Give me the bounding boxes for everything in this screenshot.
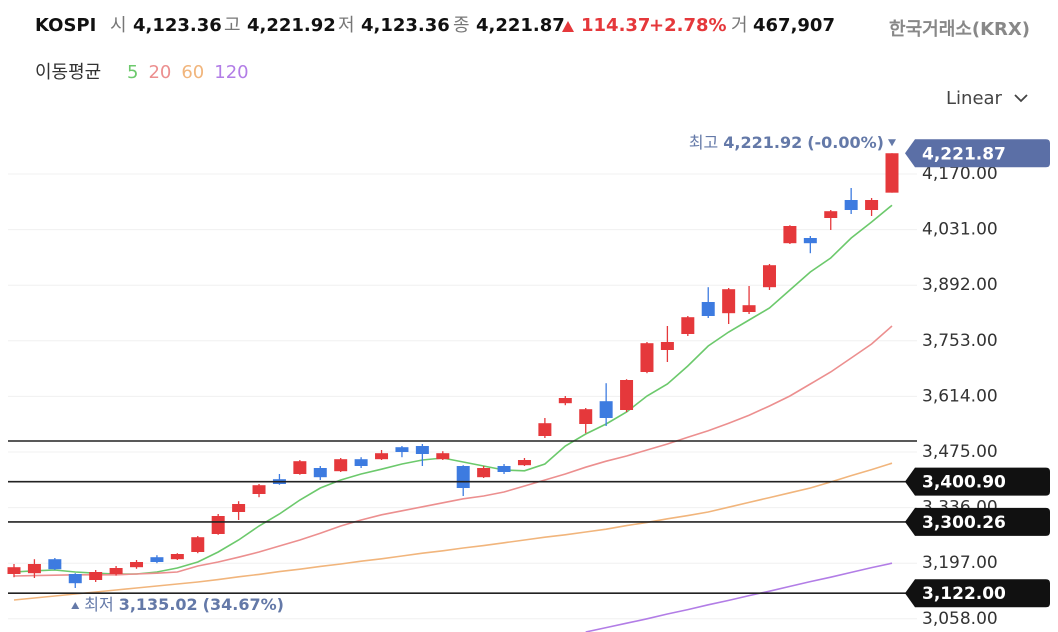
field-value: 4,123.36	[361, 15, 450, 36]
level-tag	[905, 467, 1050, 496]
candle-body	[803, 238, 817, 244]
candle-body	[89, 572, 103, 580]
high-annotation-part: 최고	[689, 133, 718, 152]
field-label: 저	[338, 15, 355, 36]
candle-body	[762, 265, 776, 288]
candle-body	[7, 567, 21, 574]
field-value: 4,221.92	[247, 15, 336, 36]
high-annotation-part: 4,221.92	[723, 133, 802, 152]
candle-body	[742, 305, 756, 312]
level-tag	[905, 507, 1050, 536]
y-tick-label: 4,031.00	[922, 220, 998, 240]
change: 114.37	[581, 15, 650, 36]
candle-body	[68, 574, 82, 584]
low-annotation-part: (34.67%)	[203, 594, 284, 613]
candle-body	[701, 302, 715, 316]
candle-body	[130, 562, 144, 568]
candle-body	[27, 564, 41, 574]
ma-line	[585, 562, 893, 632]
field-label: 고	[224, 15, 241, 36]
candle-body	[640, 343, 654, 372]
y-tick-label: 3,892.00	[922, 275, 998, 295]
chevron	[1014, 94, 1028, 103]
candle-body	[885, 153, 899, 193]
y-tick-label: 3,475.00	[922, 442, 998, 462]
candle-body	[865, 200, 879, 210]
level-tag	[905, 579, 1050, 608]
low-annotation: 최저 3,135.02 (34.67%)	[84, 594, 284, 613]
candle-body	[109, 568, 123, 574]
candle-body	[170, 554, 184, 560]
candle-body	[191, 537, 205, 552]
candle-body	[48, 559, 62, 570]
last-price-tag	[905, 139, 1050, 168]
candle-body	[722, 289, 736, 314]
candle-body	[211, 516, 225, 534]
ma-line	[13, 325, 893, 577]
field-label: 종	[453, 15, 470, 36]
candle-body	[538, 423, 552, 436]
ma-line	[13, 462, 893, 601]
low-annotation-part: 3,135.02	[119, 594, 198, 613]
change-pct: +2.78%	[649, 15, 727, 36]
field-label: 시	[110, 15, 127, 36]
level-tag-label: 3,400.90	[922, 473, 1006, 493]
high-arrow	[888, 139, 896, 147]
scale-label: Linear	[946, 88, 1003, 109]
scale-dropdown[interactable]: Linear	[946, 88, 1028, 109]
volume: 467,907	[753, 15, 835, 36]
y-tick-label: 3,614.00	[922, 386, 998, 406]
candle-body	[436, 453, 450, 460]
candle-body	[783, 226, 797, 244]
high-annotation-part: (-0.00%)	[807, 133, 884, 152]
low-arrow	[71, 601, 80, 609]
level-tag-label: 3,300.26	[922, 513, 1006, 533]
candle-body	[232, 504, 246, 512]
candle-body	[313, 468, 327, 478]
legend-entry: 120	[214, 62, 248, 83]
last-price-tag-label: 4,221.87	[922, 144, 1006, 164]
level-tag-label: 3,122.00	[922, 584, 1006, 604]
field-value: 4,123.36	[133, 15, 222, 36]
candle-body	[844, 200, 858, 210]
field-value: 4,221.87	[476, 15, 565, 36]
candle-body	[517, 460, 531, 466]
symbol: KOSPI	[35, 15, 96, 36]
source: 한국거래소(KRX)	[889, 19, 1030, 40]
candle-body	[293, 461, 307, 474]
volume-label: 거	[731, 15, 748, 36]
candle-body	[599, 401, 613, 418]
candle-body	[354, 459, 368, 466]
candle-body	[415, 446, 429, 454]
y-tick-label: 3,753.00	[922, 331, 998, 351]
candle-body	[395, 447, 409, 452]
legend-entry: 20	[148, 62, 171, 83]
low-annotation-part: 최저	[84, 594, 113, 613]
candle-body	[334, 459, 348, 472]
plot-area	[7, 153, 899, 632]
candle-body	[150, 557, 164, 562]
high-annotation: 최고 4,221.92 (-0.00%)	[689, 133, 884, 152]
ma-label: 이동평균	[35, 62, 101, 83]
candle-body	[660, 342, 674, 350]
candle-body	[824, 211, 838, 218]
legend-entry: 60	[181, 62, 204, 83]
legend-entry: 5	[127, 62, 138, 83]
candle-body	[477, 468, 491, 478]
up-arrow	[562, 21, 574, 32]
candle-body	[579, 409, 593, 424]
candle-body	[456, 466, 470, 488]
y-tick-label: 3,197.00	[922, 553, 998, 573]
candle-body	[375, 453, 389, 460]
candle-body	[620, 380, 634, 410]
candle-body	[681, 317, 695, 334]
ma-line	[13, 204, 893, 575]
candle-body	[252, 485, 266, 494]
y-tick-label: 3,058.00	[922, 609, 998, 629]
candle-body	[558, 398, 572, 404]
y-tick-label: 4,170.00	[922, 164, 998, 184]
candle-body	[497, 466, 511, 472]
